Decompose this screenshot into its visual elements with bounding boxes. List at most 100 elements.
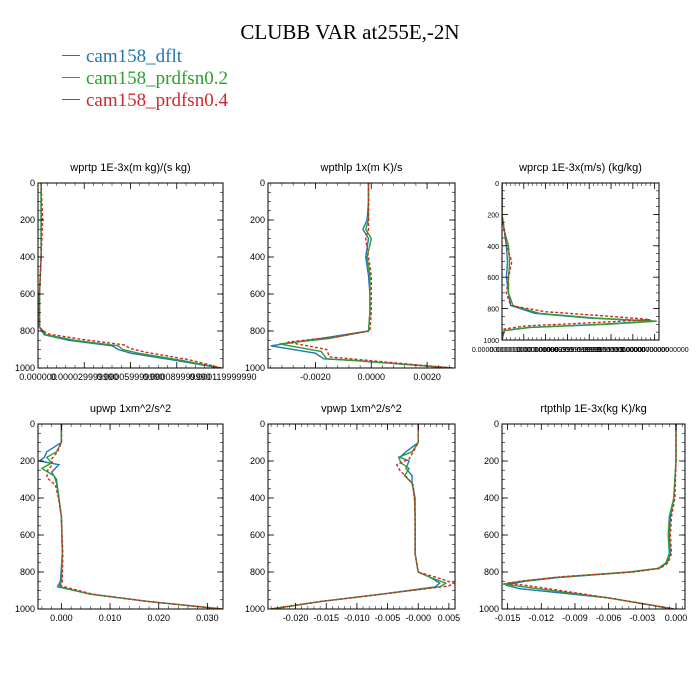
y-tick-label: 0 [30, 178, 35, 188]
x-tick-label: 0.000029999990 [50, 372, 118, 382]
y-tick-label: 0 [260, 178, 265, 188]
series-line-1 [38, 183, 221, 368]
panel-4: upwp 1xm^2/s^2 0 200 400 600 800 1000 0.000 0.01… [15, 403, 224, 623]
y-tick-label: 0 [495, 181, 499, 188]
plot-frame [267, 182, 456, 369]
panel-1: wprtp 1E-3x(m kg)/(s kg) 0 200 400 600 800 100… [15, 162, 256, 382]
x-tick-label: 0.000089999990 [143, 372, 211, 382]
series-line-2 [279, 183, 453, 368]
legend-item-prdfsn04: cam158_prdfsn0.4 [62, 90, 228, 112]
panel-title: wpthlp 1x(m K)/s [320, 162, 403, 174]
y-tick-label: 1000 [479, 604, 499, 614]
x-tick-label: -0.015 [313, 613, 339, 623]
y-tick-label: 200 [250, 456, 265, 466]
legend-line-prdfsn02 [62, 77, 80, 79]
panel-5: vpwp 1xm^2/s^2 0 200 400 600 800 1000 -0.020 -0.… [245, 403, 460, 623]
y-tick-label: 200 [20, 456, 35, 466]
y-tick-label: 0 [494, 419, 499, 429]
x-tick-label: -0.009 [562, 613, 588, 623]
plot-frame [37, 423, 224, 610]
y-tick-label: 400 [20, 252, 35, 262]
panel-title: wprcp 1E-3x(m/s) (kg/kg) [518, 162, 642, 174]
series-line-3 [270, 424, 455, 609]
y-tick-label: 200 [487, 212, 499, 219]
series-line-3 [46, 424, 223, 609]
x-tick-label: -0.005 [375, 613, 401, 623]
series-line-1 [505, 424, 677, 609]
y-tick-label: 600 [250, 289, 265, 299]
y-tick-label: 400 [487, 244, 499, 251]
x-tick-label: 0.0000010000000000 [490, 347, 558, 354]
series-line-1 [38, 424, 223, 609]
y-tick-label: 600 [250, 530, 265, 540]
x-tick-label: 0.0000050000000000 [577, 347, 645, 354]
y-tick-label: 200 [250, 215, 265, 225]
panel-title: upwp 1xm^2/s^2 [90, 403, 171, 415]
x-tick-label: -0.006 [596, 613, 622, 623]
x-tick-label: -0.020 [283, 613, 309, 623]
x-tick-label: 0.00000000000000 [472, 347, 532, 354]
y-tick-label: 1000 [15, 604, 35, 614]
y-tick-label: 800 [250, 326, 265, 336]
y-tick-label: 1000 [15, 363, 35, 373]
y-tick-label: 600 [20, 289, 35, 299]
y-tick-label: 1000 [483, 338, 499, 345]
x-tick-label: 0.000000 [19, 372, 57, 382]
series-line-3 [38, 183, 222, 368]
x-tick-label: 0.0020 [413, 372, 441, 382]
panel-3: wprcp 1E-3x(m/s) (kg/kg) 0 200 400 600 800 100… [472, 162, 689, 354]
panel-title: rtpthlp 1E-3x(kg K)/kg [540, 403, 646, 415]
y-tick-label: 400 [250, 493, 265, 503]
y-tick-label: 400 [20, 493, 35, 503]
x-tick-label: -0.012 [529, 613, 555, 623]
legend-item-dflt: cam158_dflt [62, 46, 182, 68]
x-tick-label: 0.000 [50, 613, 73, 623]
y-tick-label: 800 [487, 307, 499, 314]
panel-title: vpwp 1xm^2/s^2 [321, 403, 402, 415]
x-tick-label: 0.0000070000000000 [621, 347, 689, 354]
y-tick-label: 800 [20, 567, 35, 577]
x-tick-label: -0.010 [344, 613, 370, 623]
y-tick-label: 600 [487, 275, 499, 282]
series-line-2 [40, 424, 223, 609]
y-tick-label: 0 [260, 419, 265, 429]
series-line-2 [502, 183, 657, 340]
x-tick-label: 0.005 [438, 613, 461, 623]
x-tick-label: 0.020 [147, 613, 170, 623]
plot-frame [267, 423, 456, 610]
x-tick-label: 0.00000600000000000 [597, 347, 669, 354]
legend-line-dflt [62, 55, 80, 57]
x-tick-label: 0.0000039999999999 [555, 347, 623, 354]
legend-label-prdfsn04: cam158_prdfsn0.4 [86, 90, 228, 111]
y-tick-label: 600 [20, 530, 35, 540]
y-tick-label: 1000 [245, 363, 265, 373]
y-tick-label: 800 [484, 567, 499, 577]
legend-line-prdfsn04 [62, 99, 80, 101]
y-tick-label: 800 [250, 567, 265, 577]
y-tick-label: 0 [30, 419, 35, 429]
x-tick-label: 0.000059999990 [97, 372, 165, 382]
series-line-3 [502, 183, 651, 340]
panel-title: wprtp 1E-3x(m kg)/(s kg) [69, 162, 190, 174]
x-tick-label: 0.0000019999999 [517, 347, 574, 354]
legend-label-prdfsn02: cam158_prdfsn0.2 [86, 68, 228, 89]
figure-title: CLUBB VAR at255E,-2N [240, 20, 460, 44]
y-tick-label: 200 [484, 456, 499, 466]
legend-item-prdfsn02: cam158_prdfsn0.2 [62, 68, 228, 90]
panel-2: wpthlp 1x(m K)/s 0 200 400 600 800 1000 -0.0020… [245, 162, 456, 382]
x-tick-label: -0.015 [495, 613, 521, 623]
x-tick-label: 0.0000029999999999 [533, 347, 601, 354]
x-tick-label: -0.000 [405, 613, 431, 623]
y-tick-label: 200 [20, 215, 35, 225]
y-tick-label: 400 [484, 493, 499, 503]
x-tick-label: 0.010 [99, 613, 122, 623]
x-tick-label: 0.000 [665, 613, 688, 623]
series-line-3 [507, 424, 677, 609]
panel-6: rtpthlp 1E-3x(kg K)/kg02004006008001000-… [479, 403, 687, 623]
series-line-2 [270, 424, 448, 609]
x-tick-label: 0.0000 [358, 372, 386, 382]
x-tick-label: 0.000119999990 [190, 372, 257, 382]
y-tick-label: 400 [250, 252, 265, 262]
legend-label-dflt: cam158_dflt [86, 46, 183, 67]
